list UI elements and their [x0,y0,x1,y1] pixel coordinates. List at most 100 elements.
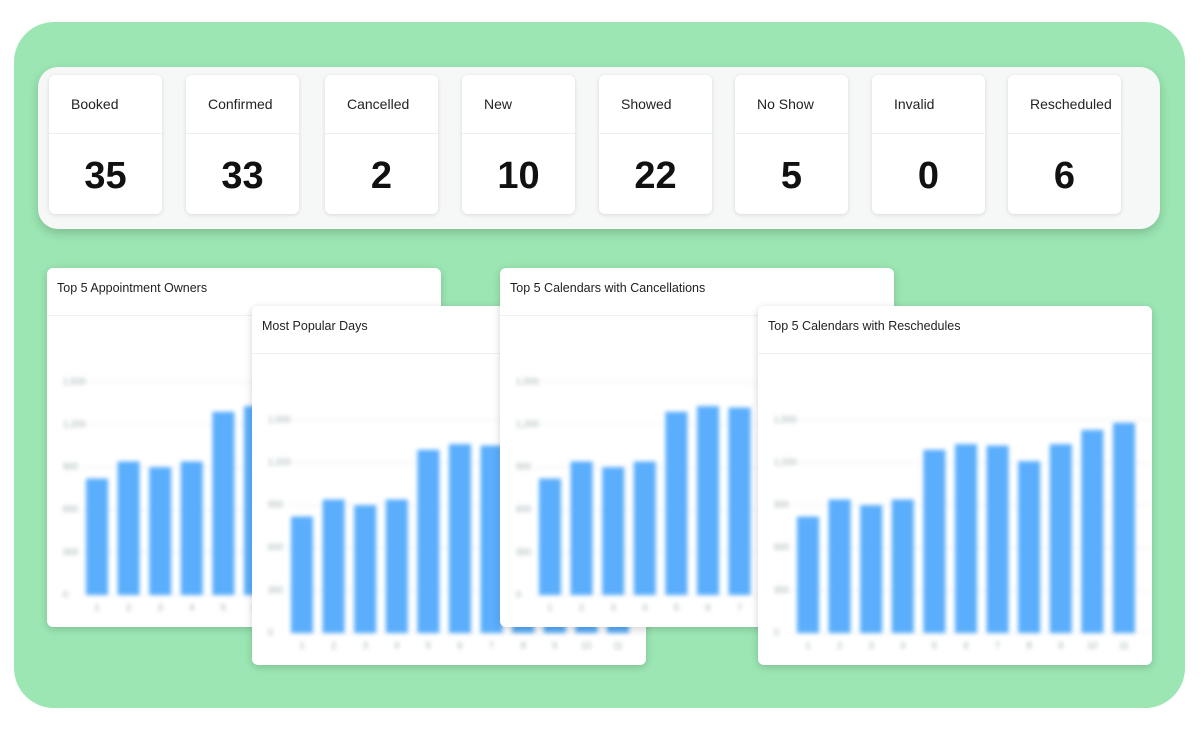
stat-card: Rescheduled 6 [1008,75,1121,214]
x-tick-label: 10 [581,640,591,650]
y-tick-label: 600 [63,504,78,514]
x-tick-label: 10 [1087,640,1097,650]
x-tick-label: 11 [613,640,622,650]
x-tick-label: 5 [932,640,937,650]
stat-value: 10 [497,155,540,197]
y-tick-label: 900 [516,462,531,472]
x-tick-label: 1 [547,602,552,612]
stat-value: 6 [1053,155,1076,197]
y-tick-label: 1,500 [516,376,539,386]
stat-label: Cancelled [325,75,438,134]
bar [417,449,440,633]
x-tick-label: 5 [426,640,431,650]
bar [570,461,593,595]
stat-card: Invalid 0 [872,75,985,214]
y-tick-label: 1,200 [63,419,86,429]
stat-value: 22 [634,155,677,197]
y-tick-label: 1,200 [774,457,797,467]
x-tick-label: 4 [394,640,399,650]
chart-panel: Top 5 Calendars with Cancellations 0 300 60… [500,268,894,627]
chart: 0 300 600 900 1,200 1,500 1 2 3 4 5 6 7 8 9 10 11 [774,414,1152,650]
stat-value: 0 [917,155,940,197]
y-tick-label: 0 [268,627,273,637]
x-tick-label: 6 [963,640,968,650]
y-tick-label: 300 [516,547,531,557]
chart-title: Top 5 Appointment Owners [47,268,441,316]
chart-panel: Top 5 Calendars with Reschedules 0 300 600 9… [758,306,1152,665]
stat-card: Cancelled 2 [325,75,438,214]
bar [322,499,345,633]
y-tick-label: 0 [774,627,779,637]
x-tick-label: 1 [805,640,810,650]
chart: 0 300 600 900 1,200 1,500 1 2 3 4 5 6 7 [516,376,894,612]
x-tick-label: 3 [363,640,368,650]
y-tick-label: 900 [268,500,283,510]
bar [149,467,172,595]
bar [212,411,235,595]
x-tick-label: 7 [737,602,742,612]
y-tick-label: 900 [63,462,78,472]
x-tick-label: 4 [900,640,905,650]
stat-value: 2 [370,155,393,197]
bar [955,444,977,633]
x-tick-label: 2 [126,602,131,612]
stat-label: Rescheduled [1008,75,1121,134]
x-tick-label: 3 [869,640,874,650]
bar [1081,429,1104,633]
y-tick-label: 600 [268,542,283,552]
stat-label: No Show [735,75,848,134]
x-tick-label: 11 [1119,640,1128,650]
stat-value: 33 [221,155,264,197]
bar [665,411,688,595]
bar [986,445,1009,633]
stat-card: Booked 35 [49,75,162,214]
stat-label: Showed [599,75,712,134]
bar [385,499,408,633]
bar [697,406,719,595]
bar [449,444,471,633]
bar [860,505,883,633]
x-tick-label: 5 [674,602,679,612]
y-tick-label: 600 [516,504,531,514]
bar [923,449,946,633]
y-tick-label: 0 [63,589,68,599]
x-tick-label: 6 [457,640,462,650]
bar [633,461,656,595]
bar [291,516,313,633]
x-tick-label: 1 [299,640,304,650]
bar [354,505,377,633]
x-tick-label: 3 [158,602,163,612]
bar [602,467,625,595]
chart-title: Top 5 Calendars with Cancellations [500,268,894,316]
x-tick-label: 4 [189,602,194,612]
stat-value: 35 [84,155,127,197]
y-tick-label: 300 [774,585,789,595]
x-tick-label: 7 [489,640,494,650]
stat-value: 5 [780,155,803,197]
x-tick-label: 2 [579,602,584,612]
x-tick-label: 9 [1058,640,1063,650]
bar [86,478,108,595]
x-tick-label: 3 [611,602,616,612]
x-tick-label: 1 [94,602,99,612]
stat-card: Showed 22 [599,75,712,214]
x-tick-label: 4 [642,602,647,612]
y-tick-label: 1,500 [63,376,86,386]
x-tick-label: 2 [331,640,336,650]
bar [1113,422,1135,633]
x-tick-label: 8 [1027,640,1032,650]
y-tick-label: 1,500 [268,414,291,424]
stat-label: Invalid [872,75,985,134]
chart-title: Most Popular Days [252,306,646,354]
y-tick-label: 300 [63,547,78,557]
y-tick-label: 0 [516,589,521,599]
x-tick-label: 2 [837,640,842,650]
bar [180,461,203,595]
y-tick-label: 1,200 [516,419,539,429]
bar [797,516,819,633]
y-tick-label: 900 [774,500,789,510]
x-tick-label: 9 [552,640,557,650]
y-tick-label: 1,500 [774,414,797,424]
stat-card: No Show 5 [735,75,848,214]
